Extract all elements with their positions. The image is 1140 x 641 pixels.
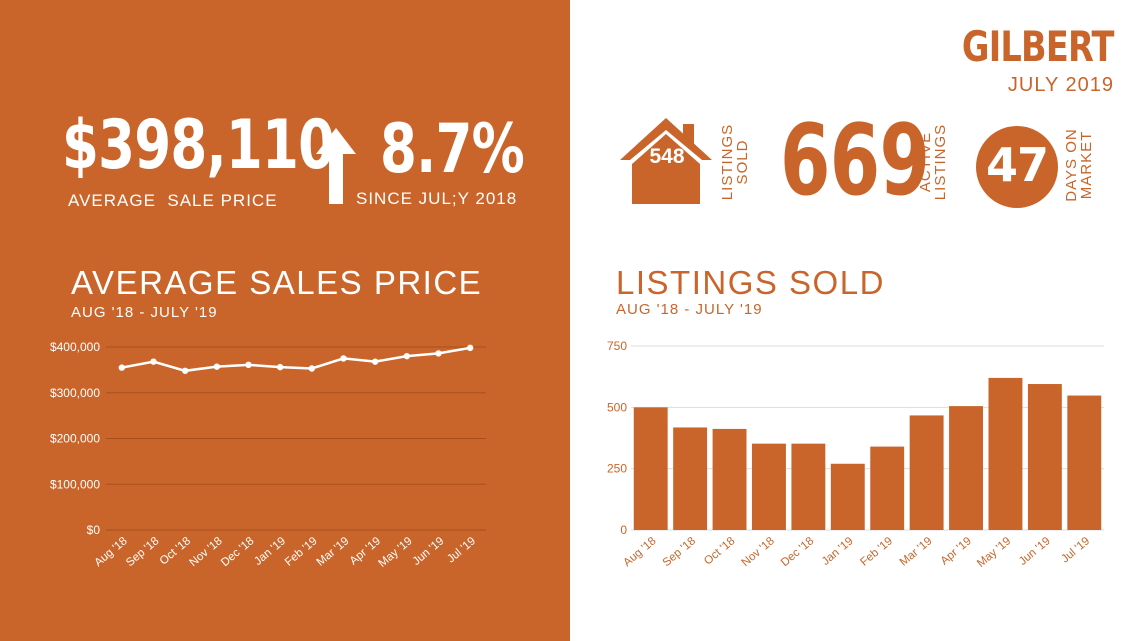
series-line [121,346,471,373]
x-tick-label: Jan '19 [820,535,856,568]
bar [870,446,905,530]
x-tick-label: Apr '19 [939,535,974,567]
data-point [466,344,474,352]
x-tick-label: Jul '19 [1059,535,1092,565]
listings-sold-label-line2: SOLD [734,139,751,185]
data-point [276,363,284,371]
y-tick-label: 0 [620,523,627,537]
x-tick-label: Aug '18 [92,535,129,569]
data-point [150,358,157,365]
price-change-value: 8.7% [380,110,525,189]
bar [633,407,668,530]
x-tick-label: Feb '19 [858,535,895,569]
average-sale-price-value: $398,110 [62,106,335,185]
data-point [308,365,316,372]
data-point [181,367,189,374]
data-point [213,363,221,370]
x-tick-label: May '19 [975,535,1013,570]
x-tick-label: Mar '19 [315,535,352,569]
right-panel: GILBERT JULY 2019 548 LISTINGS SOLD 669 … [570,0,1140,641]
y-tick-label: 500 [607,400,627,414]
listings-sold-count: 548 [649,145,685,168]
data-point [435,350,442,357]
days-on-market-value: 47 [985,138,1049,192]
days-on-market-label: DAYS ON MARKET [1063,120,1095,210]
price-chart-subtitle: AUG '18 - JULY '19 [71,304,218,321]
active-listings-label-line1: ACTIVE [917,131,934,193]
bar [1067,395,1102,530]
x-tick-label: Dec '18 [219,535,256,569]
x-tick-label: Oct '18 [158,535,193,567]
y-tick-label: 750 [607,339,627,353]
report-period: JULY 2019 [1007,74,1114,96]
bar [752,443,786,530]
x-tick-label: Oct '18 [702,535,737,567]
listings-chart-subtitle: AUG '18 - JULY '19 [616,301,763,318]
data-point [371,358,379,365]
y-tick-label: 250 [607,462,627,476]
average-sale-price-label: AVERAGE SALE PRICE [68,191,278,210]
x-tick-label: Sep '18 [661,535,698,569]
listings-sold-label-line1: LISTINGS [719,123,736,201]
listings-sold-chart: 0 250 500 750 Aug '18 Sep '18 Oct '18 Nov '18 De… [607,339,1104,570]
data-point [403,352,411,360]
days-on-market-label-line1: DAYS ON [1063,128,1080,202]
listings-chart-title: LISTINGS SOLD [616,264,885,301]
bar [712,428,747,530]
data-point [245,361,252,369]
active-listings-count: 669 [780,104,930,218]
x-tick-label: Nov '18 [187,535,224,569]
x-tick-label: Jan '19 [252,535,288,568]
data-point [340,355,347,362]
y-tick-label: $100,000 [50,477,100,491]
x-tick-label: Feb '19 [283,535,320,569]
x-tick-label: Aug '18 [621,535,658,569]
up-arrow-icon [316,128,356,204]
x-tick-label: May '19 [376,535,414,570]
active-listings-label: ACTIVE LISTINGS [917,117,949,207]
average-sales-price-chart: $0 $100,000 $200,000 $300,000 $400,000 Aug '1… [50,340,486,570]
circle-badge-icon [976,126,1058,208]
left-panel: $398,110 AVERAGE SALE PRICE 8.7% SINCE J… [0,0,570,641]
bar [988,377,1023,530]
city-name: GILBERT [962,22,1115,71]
x-tick-label: Sep '18 [124,535,161,569]
bar [1027,384,1062,530]
price-chart-title: AVERAGE SALES PRICE [71,264,483,301]
y-tick-label: $300,000 [50,386,100,400]
y-tick-label: $0 [87,523,101,537]
x-tick-label: Jun '19 [411,535,447,568]
bar [949,406,983,530]
x-tick-label: Mar '19 [898,535,935,569]
x-tick-label: Jun '19 [1017,535,1053,568]
listings-sold-label: LISTINGS SOLD [719,117,751,207]
x-tick-label: Jul '19 [445,535,478,565]
y-tick-label: $400,000 [50,340,100,354]
x-tick-label: Nov '18 [740,535,777,569]
data-point [118,364,126,371]
x-tick-label: Dec '18 [779,535,816,569]
bar [791,443,826,530]
days-on-market-label-line2: MARKET [1078,130,1095,200]
house-icon [620,118,712,204]
active-listings-label-line2: LISTINGS [932,123,949,201]
y-tick-label: $200,000 [50,432,100,446]
price-change-label: SINCE JUL;Y 2018 [356,189,518,208]
bar [909,415,944,530]
bar [830,463,865,530]
bar [673,427,708,530]
